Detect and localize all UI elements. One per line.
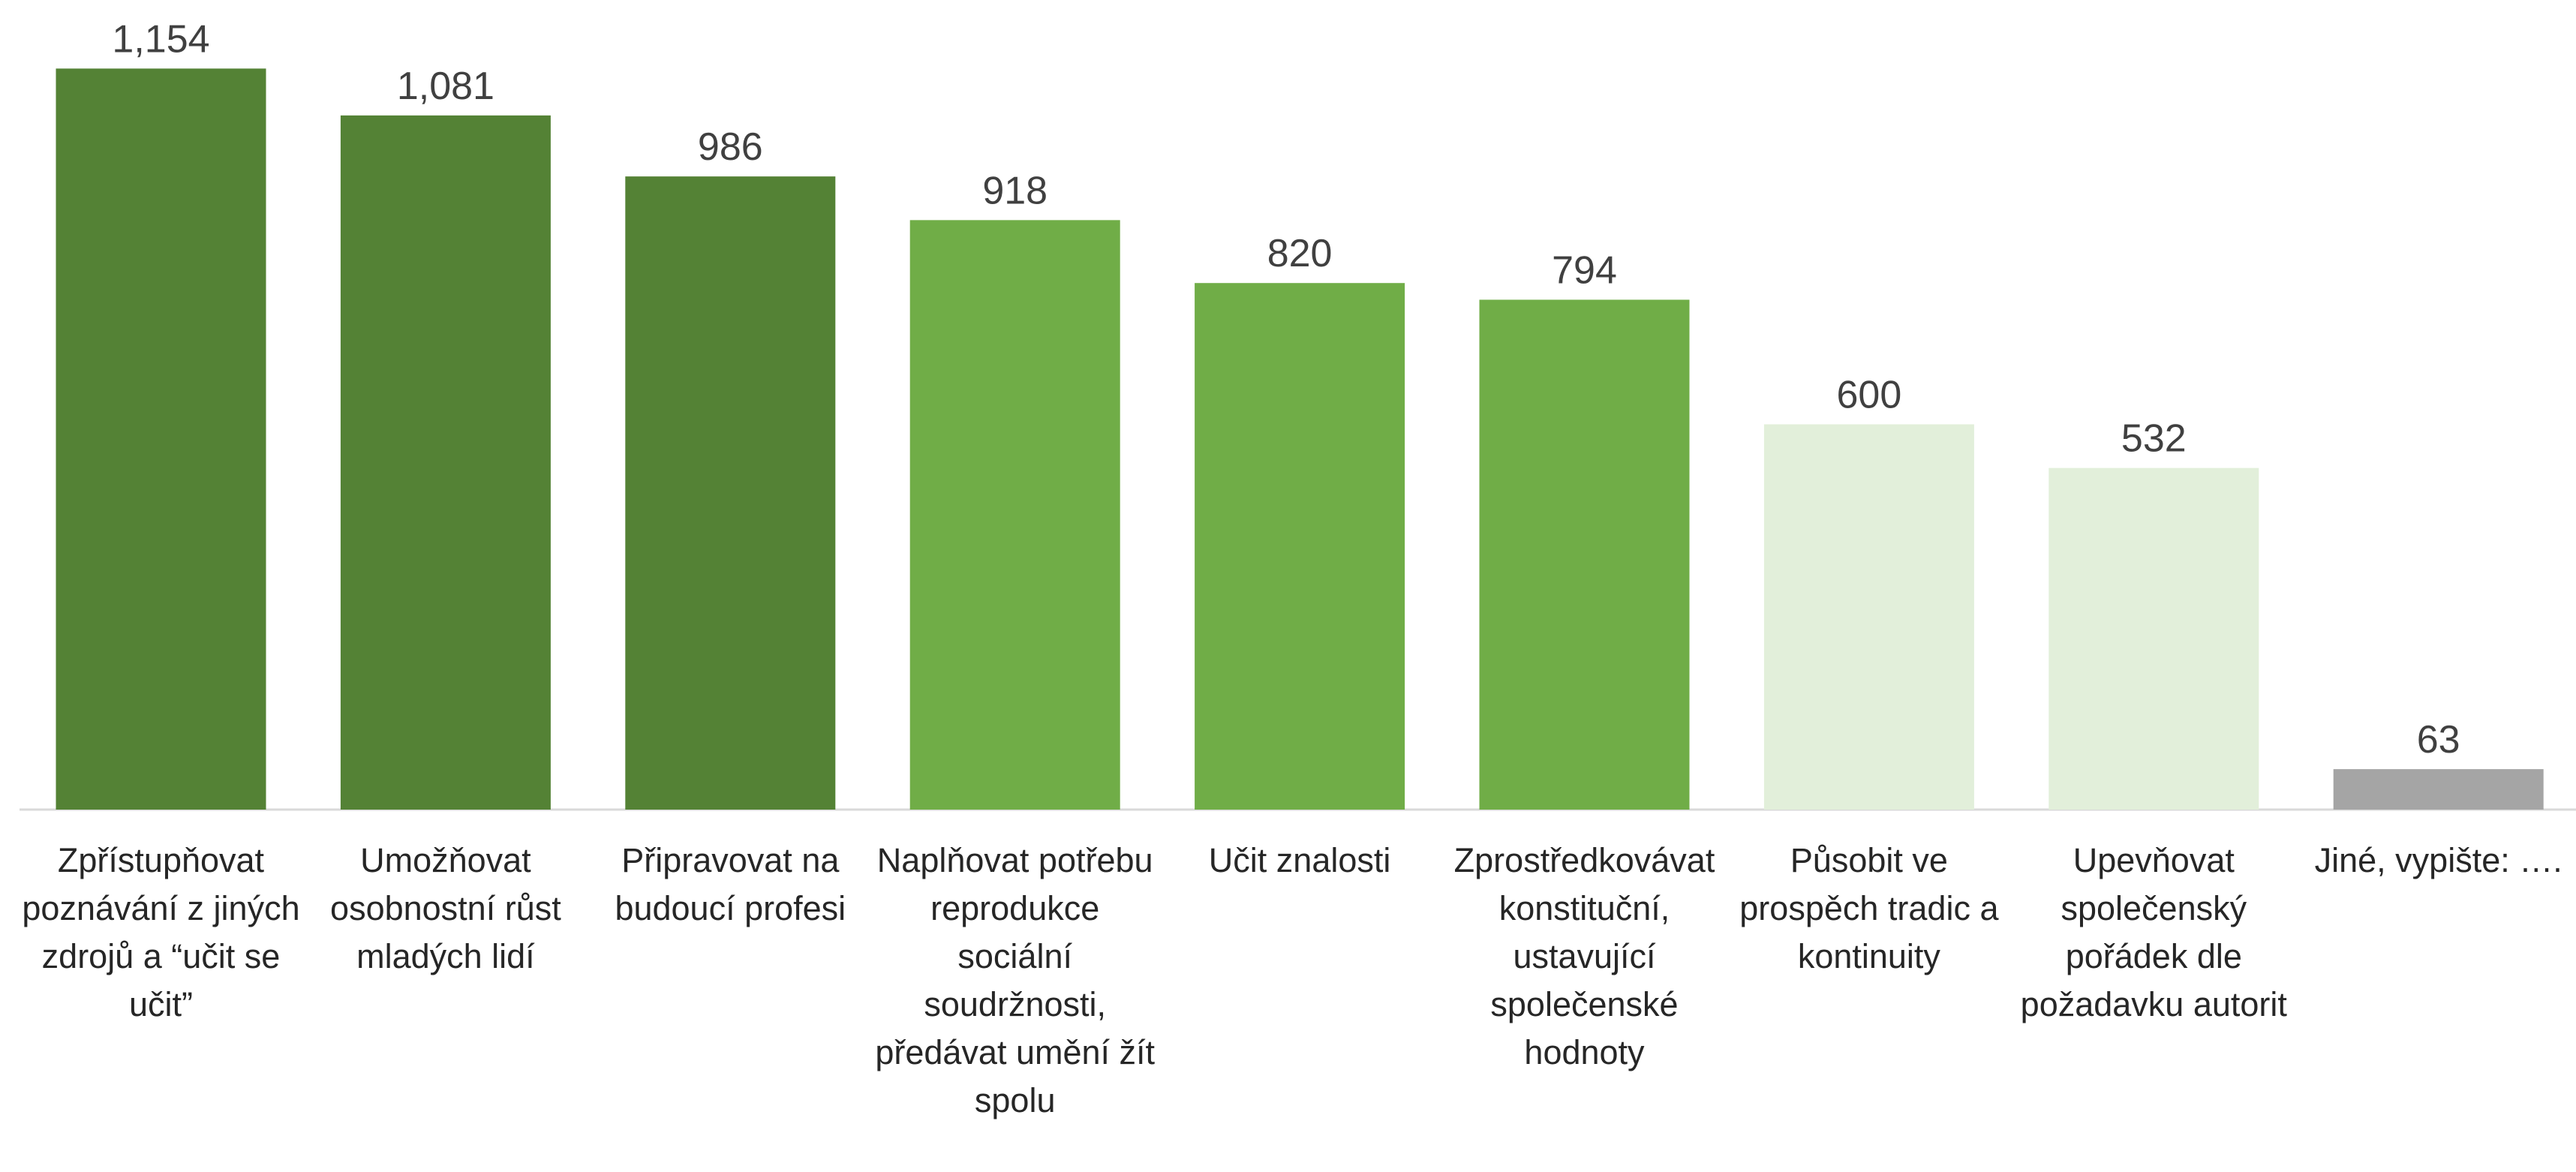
value-label: 918 (982, 169, 1048, 212)
value-label: 532 (2121, 417, 2187, 461)
bar (340, 115, 551, 810)
x-tick-label: Upevňovat společenský pořádek dle požada… (2020, 841, 2287, 1023)
bar (1479, 299, 1690, 810)
value-label: 63 (2417, 718, 2460, 762)
x-tick-label: Působit ve prospěch tradic a kontinuity (1739, 841, 1999, 975)
value-label: 600 (1837, 374, 1902, 417)
value-label: 986 (698, 125, 763, 169)
x-tick-label: Zprostředkovávat konstituční, ustavující… (1453, 841, 1715, 1071)
bar (1763, 424, 1974, 810)
value-label: 820 (1267, 232, 1333, 275)
x-tick-label: Zpřístupňovat poznávání z jiných zdrojů … (22, 841, 300, 1023)
bar (56, 68, 266, 810)
bar (1195, 283, 1405, 810)
bar (2333, 769, 2544, 810)
x-tick-label: Umožňovat osobnostní růst mladých lidí (330, 841, 561, 975)
value-label: 1,081 (397, 65, 494, 108)
x-tick-label: Jiné, vypište: …. (2314, 841, 2562, 879)
x-tick-label: Učit znalosti (1208, 841, 1391, 879)
bar (909, 220, 1120, 810)
bar (625, 176, 836, 810)
value-label: 794 (1552, 248, 1617, 292)
x-tick-label: Naplňovat potřebu reprodukce sociální so… (875, 841, 1156, 1119)
x-tick-label: Připravovat na budoucí profesi (615, 841, 846, 927)
bar (2048, 467, 2259, 810)
value-label: 1,154 (112, 17, 209, 61)
